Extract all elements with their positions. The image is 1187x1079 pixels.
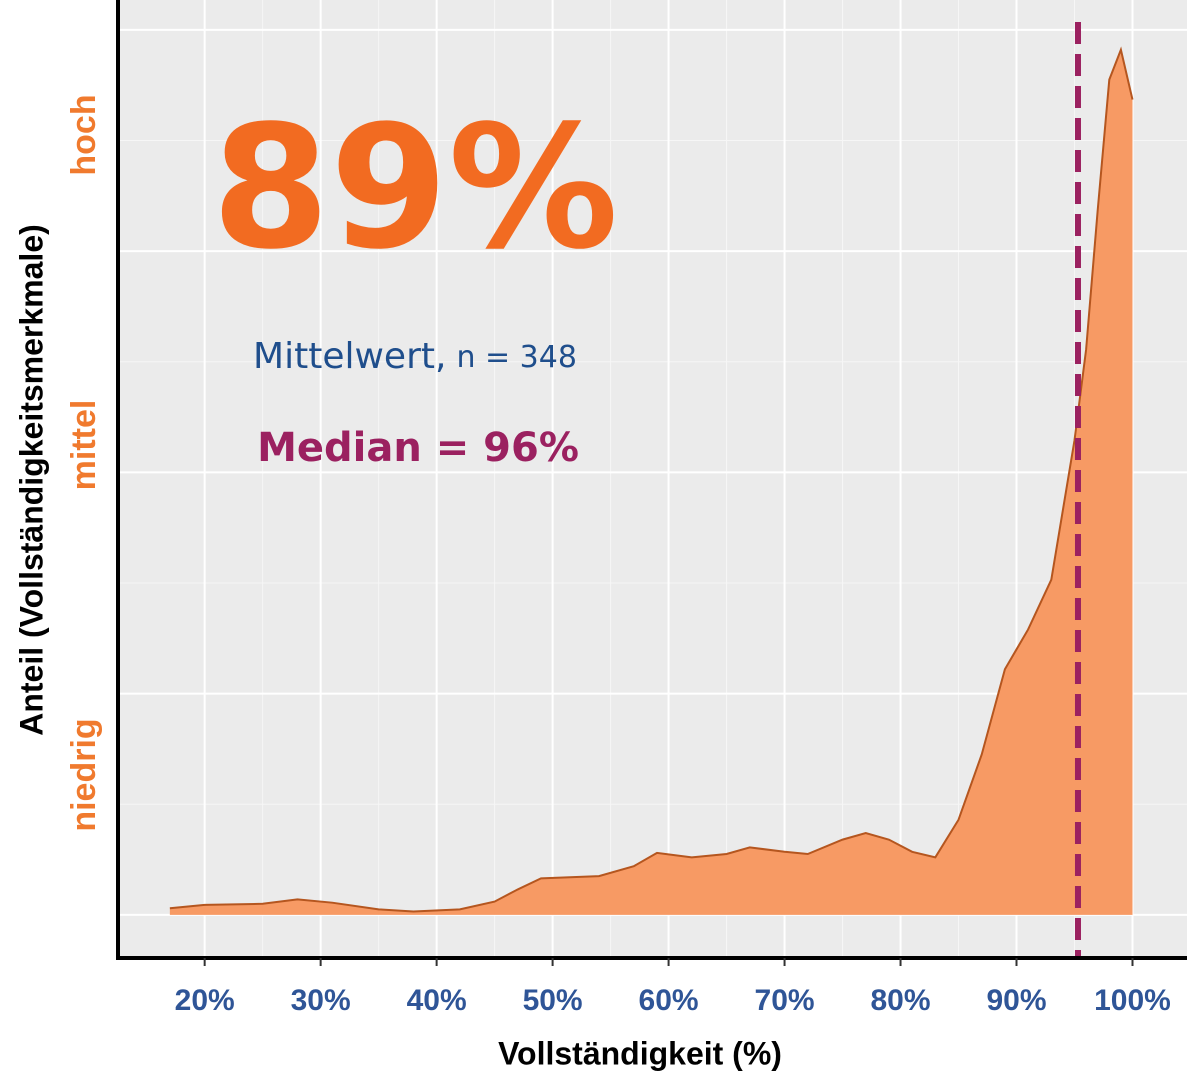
x-tick-label: 80% bbox=[871, 984, 931, 1017]
x-tick-label: 50% bbox=[523, 984, 583, 1017]
mean-label: Mittelwert, bbox=[253, 336, 446, 377]
x-tick-label: 40% bbox=[407, 984, 467, 1017]
n-label: n = 348 bbox=[456, 340, 576, 375]
y-axis-title: Anteil (Vollständigkeitsmerkmale) bbox=[13, 224, 49, 736]
x-axis-title: Vollständigkeit (%) bbox=[498, 1035, 782, 1071]
y-level: hoch bbox=[65, 94, 103, 175]
x-tick-label: 60% bbox=[639, 984, 699, 1017]
x-tick-label: 20% bbox=[175, 984, 235, 1017]
x-tick-label: 100% bbox=[1094, 984, 1171, 1017]
x-tick-label: 90% bbox=[986, 984, 1046, 1017]
median-label: Median = 96% bbox=[257, 425, 579, 471]
y-level: mittel bbox=[65, 400, 103, 491]
mean-caption: Mittelwert, n = 348 bbox=[253, 336, 577, 377]
y-level: niedrig bbox=[65, 718, 103, 831]
mean-value: 89% bbox=[212, 89, 619, 287]
density-area bbox=[169, 49, 1133, 915]
x-tick-label: 30% bbox=[291, 984, 351, 1017]
x-tick-label: 70% bbox=[755, 984, 815, 1017]
density-line bbox=[169, 46, 1134, 913]
plot bbox=[169, 22, 1134, 958]
